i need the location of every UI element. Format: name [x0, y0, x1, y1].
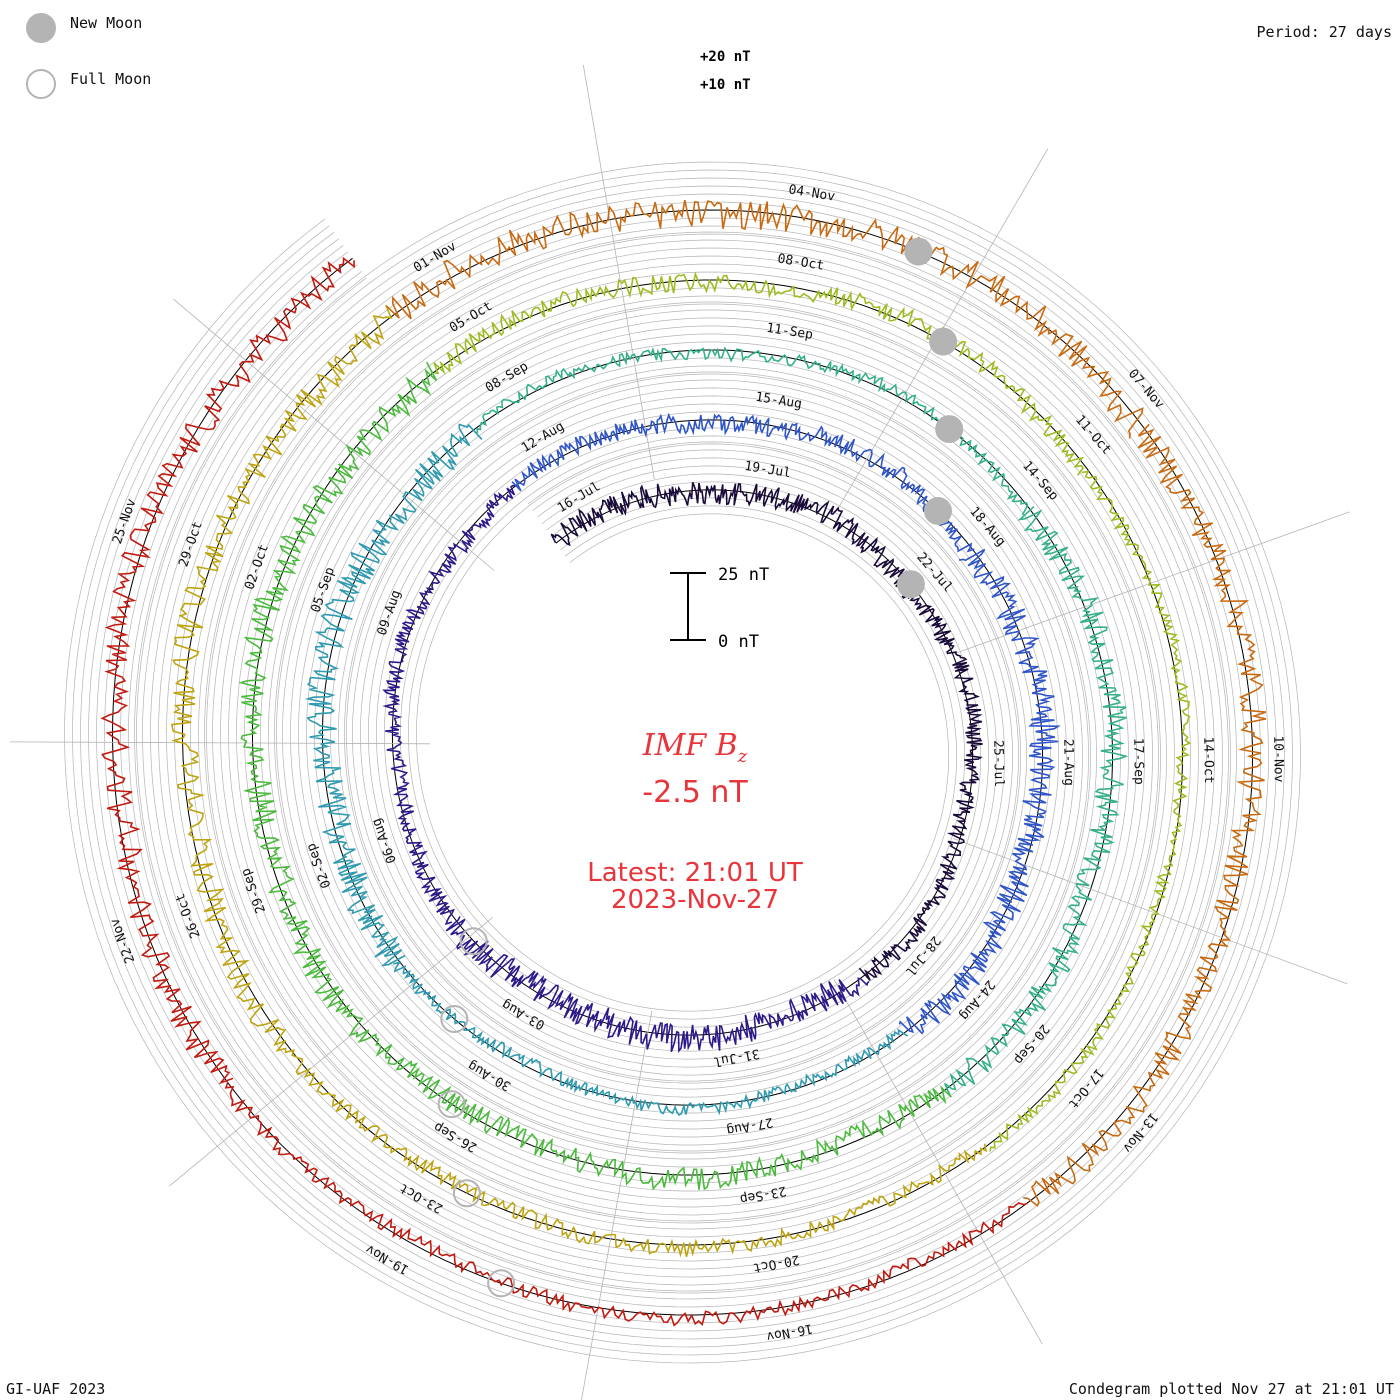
date-label: 25-Jul — [990, 740, 1006, 787]
imf-trace-segment — [335, 1002, 952, 1191]
new-moon-legend-icon — [26, 13, 56, 43]
date-label: 03-Aug — [499, 996, 547, 1032]
scale-bar: 25 nT 0 nT — [670, 565, 769, 652]
grid-spiral — [80, 177, 1285, 1348]
imf-trace-segment — [898, 548, 1061, 1035]
grid-spiral — [128, 225, 1237, 1300]
date-label: 08-Sep — [483, 359, 531, 396]
imf-trace-segment — [382, 484, 516, 926]
grid-spiral — [72, 169, 1293, 1356]
chart-title-subscript: z — [737, 746, 748, 767]
imf-trace-segment — [1023, 423, 1267, 1207]
date-label: 23-Oct — [397, 1180, 445, 1216]
date-label: 21-Aug — [1060, 739, 1076, 786]
grid-spoke — [169, 917, 493, 1187]
date-label: 19-Jul — [743, 459, 792, 481]
date-label: 16-Nov — [765, 1320, 814, 1344]
date-label: 01-Nov — [411, 239, 459, 276]
imf-trace-segment — [445, 916, 870, 1053]
imf-trace-segment — [386, 200, 1144, 439]
date-label: 29-Sep — [238, 866, 269, 915]
date-label: 26-Sep — [431, 1119, 479, 1155]
date-label: 02-Sep — [304, 841, 335, 890]
scale-label-plus20: +20 nT — [700, 49, 751, 65]
grid-spiral — [136, 233, 1229, 1292]
new-moon-marker — [904, 237, 933, 266]
new-moon-marker — [924, 497, 952, 525]
date-label: 19-Nov — [363, 1241, 411, 1277]
date-label: 27-Aug — [725, 1114, 774, 1138]
imf-trace-segment — [550, 481, 920, 599]
grid-spoke — [582, 64, 655, 479]
full-moon-marker — [487, 1269, 516, 1298]
date-label: 20-Oct — [752, 1251, 801, 1275]
latest-time: Latest: 21:01 UT — [587, 858, 803, 888]
date-label: 11-Oct — [1072, 412, 1114, 457]
new-moon-marker — [935, 415, 964, 444]
imf-trace-segment — [989, 470, 1192, 1152]
scale-bar-bottom-label: 0 nT — [718, 632, 759, 652]
date-label: 06-Aug — [369, 816, 400, 865]
credit-label: GI-UAF 2023 — [6, 1380, 106, 1398]
imf-trace-segment — [304, 423, 483, 967]
scale-bar-top-label: 25 nT — [718, 565, 769, 585]
moon-layer — [437, 237, 964, 1298]
legend-new-moon-label: New Moon — [70, 14, 143, 32]
date-label: 15-Aug — [754, 390, 803, 412]
imf-trace-segment — [858, 593, 983, 981]
legend-full-moon-label: Full Moon — [70, 70, 152, 88]
grid-spoke — [953, 838, 1348, 985]
date-label: 11-Sep — [765, 321, 814, 343]
new-moon-marker — [896, 570, 925, 599]
scale-label-plus10: +10 nT — [700, 77, 751, 93]
chart-title-main: IMF B — [642, 728, 738, 763]
date-label: 08-Oct — [776, 252, 825, 274]
grid-spoke — [953, 511, 1350, 655]
grid-spoke — [9, 741, 431, 745]
new-moon-marker — [929, 327, 958, 356]
chart-title-block: IMF Bz -2.5 nT — [500, 728, 890, 811]
imf-trace-segment — [511, 412, 975, 553]
date-label: 05-Oct — [447, 299, 495, 336]
full-moon-marker — [452, 1179, 481, 1208]
plotted-timestamp: Condegram plotted Nov 27 at 21:01 UT — [1068, 1380, 1394, 1398]
imf-trace-segment — [170, 304, 393, 1047]
full-moon-marker — [440, 1005, 469, 1033]
imf-trace-segment — [433, 271, 1085, 476]
grid-spoke — [833, 979, 1043, 1345]
latest-date: 2023-Nov-27 — [610, 885, 780, 915]
date-label: 14-Oct — [1200, 737, 1216, 784]
grid-spiral — [88, 185, 1277, 1340]
imf-trace-segment — [100, 256, 355, 1085]
period-label: Period: 27 days — [1256, 23, 1392, 41]
date-label: 23-Sep — [738, 1183, 787, 1207]
date-label: 26-Oct — [173, 891, 204, 940]
full-moon-marker — [437, 1090, 466, 1119]
latest-block: Latest: 21:01 UT 2023-Nov-27 — [500, 860, 890, 914]
date-label: 13-Nov — [1119, 1109, 1160, 1155]
date-label: 22-Nov — [108, 916, 139, 965]
date-label: 07-Nov — [1125, 367, 1167, 412]
imf-trace-segment — [238, 361, 438, 1009]
grid-spiral — [64, 161, 1301, 1364]
date-label: 10-Nov — [1270, 735, 1286, 782]
chart-title: IMF Bz — [500, 728, 890, 775]
date-label: 04-Nov — [787, 182, 836, 204]
date-label: 17-Sep — [1130, 738, 1146, 785]
date-label: 20-Sep — [1010, 1021, 1051, 1067]
imf-trace-segment — [944, 506, 1129, 1096]
imf-trace-segment — [275, 1041, 988, 1258]
full-moon-marker — [459, 927, 488, 956]
date-label: 12-Aug — [519, 419, 567, 456]
grid-spiral — [96, 193, 1269, 1332]
imf-trace-segment — [224, 1081, 1028, 1327]
imf-trace-segment — [393, 960, 909, 1117]
grid-spoke — [173, 298, 495, 571]
date-label: 30-Aug — [465, 1057, 513, 1093]
grid-spoke — [581, 1010, 653, 1400]
full-moon-legend-icon — [26, 69, 56, 99]
latest-value: -2.5 nT — [642, 775, 748, 810]
